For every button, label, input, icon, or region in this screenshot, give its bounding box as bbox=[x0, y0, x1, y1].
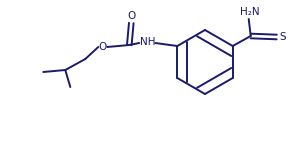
Text: O: O bbox=[98, 42, 106, 52]
Text: NH: NH bbox=[139, 37, 155, 47]
Text: S: S bbox=[279, 32, 286, 42]
Text: O: O bbox=[127, 11, 135, 21]
Text: H₂N: H₂N bbox=[240, 7, 260, 17]
